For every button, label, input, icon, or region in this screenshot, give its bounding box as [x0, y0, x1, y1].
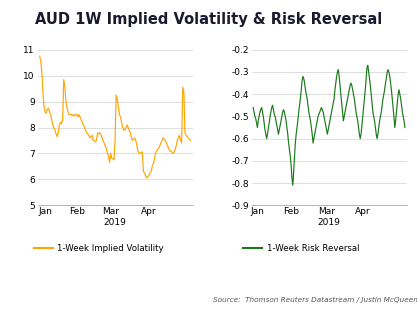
- Legend: 1-Week Implied Volatility: 1-Week Implied Volatility: [34, 244, 164, 253]
- Legend: 1-Week Risk Reversal: 1-Week Risk Reversal: [244, 244, 359, 253]
- X-axis label: 2019: 2019: [318, 218, 341, 227]
- Text: Source:  Thomson Reuters Datastream / Justin McQueen: Source: Thomson Reuters Datastream / Jus…: [213, 297, 417, 303]
- Text: AUD 1W Implied Volatility & Risk Reversal: AUD 1W Implied Volatility & Risk Reversa…: [35, 12, 382, 27]
- X-axis label: 2019: 2019: [103, 218, 126, 227]
